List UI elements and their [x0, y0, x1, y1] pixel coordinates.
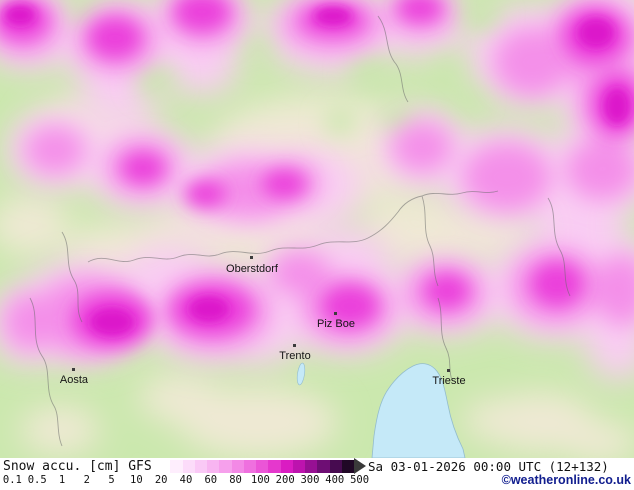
model-label: GFS: [128, 459, 152, 474]
weather-map: Oberstdorf Piz Boe Trento Aosta Trieste: [0, 0, 634, 458]
city-label: Aosta: [60, 374, 89, 386]
legend-cell: [231, 460, 244, 473]
city-label: Trento: [279, 350, 310, 362]
datetime-label: Sa 03-01-2026 00:00 UTC (12+132): [368, 459, 609, 474]
city-marker: [293, 344, 296, 347]
legend-color-bar: [158, 460, 354, 473]
city-trento: Trento: [279, 344, 311, 362]
city-oberstdorf: Oberstdorf: [226, 256, 279, 275]
map-area: Oberstdorf Piz Boe Trento Aosta Trieste: [0, 0, 634, 458]
legend-cell: [243, 460, 256, 473]
snow-deep-layer: [0, 0, 634, 347]
legend-cell: [341, 460, 354, 473]
legend-tick: 80: [229, 474, 242, 486]
legend-cell: [317, 460, 330, 473]
legend-tick: 100: [250, 474, 270, 486]
legend-cell: [305, 460, 318, 473]
land-green-patches: [66, 0, 500, 134]
legend-cell: [280, 460, 293, 473]
city-piz-boe: Piz Boe: [317, 312, 355, 330]
legend-cell: [329, 460, 342, 473]
city-trieste: Trieste: [432, 369, 466, 387]
city-marker: [250, 256, 253, 259]
city-aosta: Aosta: [60, 368, 89, 386]
legend-tick: 500: [350, 474, 370, 486]
legend-tick: 60: [204, 474, 218, 486]
city-marker: [334, 312, 337, 315]
parameter-label: Snow accu. [cm] GFS: [3, 459, 152, 474]
legend-cell: [219, 460, 232, 473]
legend-arrow-icon: [354, 458, 366, 474]
legend-tick: 0.5: [27, 474, 47, 486]
adriatic-sea: [371, 363, 466, 458]
legend-cell: [292, 460, 305, 473]
legend-tick: 40: [179, 474, 193, 486]
legend-cell: [207, 460, 220, 473]
legend-cell: [182, 460, 195, 473]
lake-garda: [296, 362, 306, 386]
snow-max-layer: [5, 5, 630, 336]
city-label: Trieste: [432, 375, 465, 387]
legend-tick: 10: [130, 474, 143, 486]
city-label: Piz Boe: [317, 318, 355, 330]
legend-tick: 20: [154, 474, 168, 486]
city-marker: [447, 369, 450, 372]
legend-tick: 5: [108, 474, 115, 486]
legend-tick: 0.1: [2, 474, 22, 486]
legend-tick: 200: [275, 474, 295, 486]
parameter-name: Snow accu. [cm]: [3, 459, 121, 474]
legend-scale-ticks: 0.1 0.5 1 2 5 10 20 40 60 80 100 200 300…: [0, 474, 372, 486]
legend-cell: [158, 460, 171, 473]
credit-link[interactable]: ©weatheronline.co.uk: [501, 473, 631, 487]
legend-cell: [268, 460, 281, 473]
legend-tick: 400: [325, 474, 345, 486]
legend-tick: 2: [83, 474, 90, 486]
legend-cell: [170, 460, 183, 473]
legend-tick: 1: [58, 474, 66, 486]
legend-footer: Snow accu. [cm] GFS Sa 03-01-2026 00:00 …: [0, 458, 634, 490]
country-borders: [29, 15, 571, 447]
city-marker: [72, 368, 75, 371]
city-label: Oberstdorf: [226, 263, 279, 275]
legend-tick: 300: [300, 474, 320, 486]
legend-cell: [194, 460, 207, 473]
legend-cell: [256, 460, 269, 473]
